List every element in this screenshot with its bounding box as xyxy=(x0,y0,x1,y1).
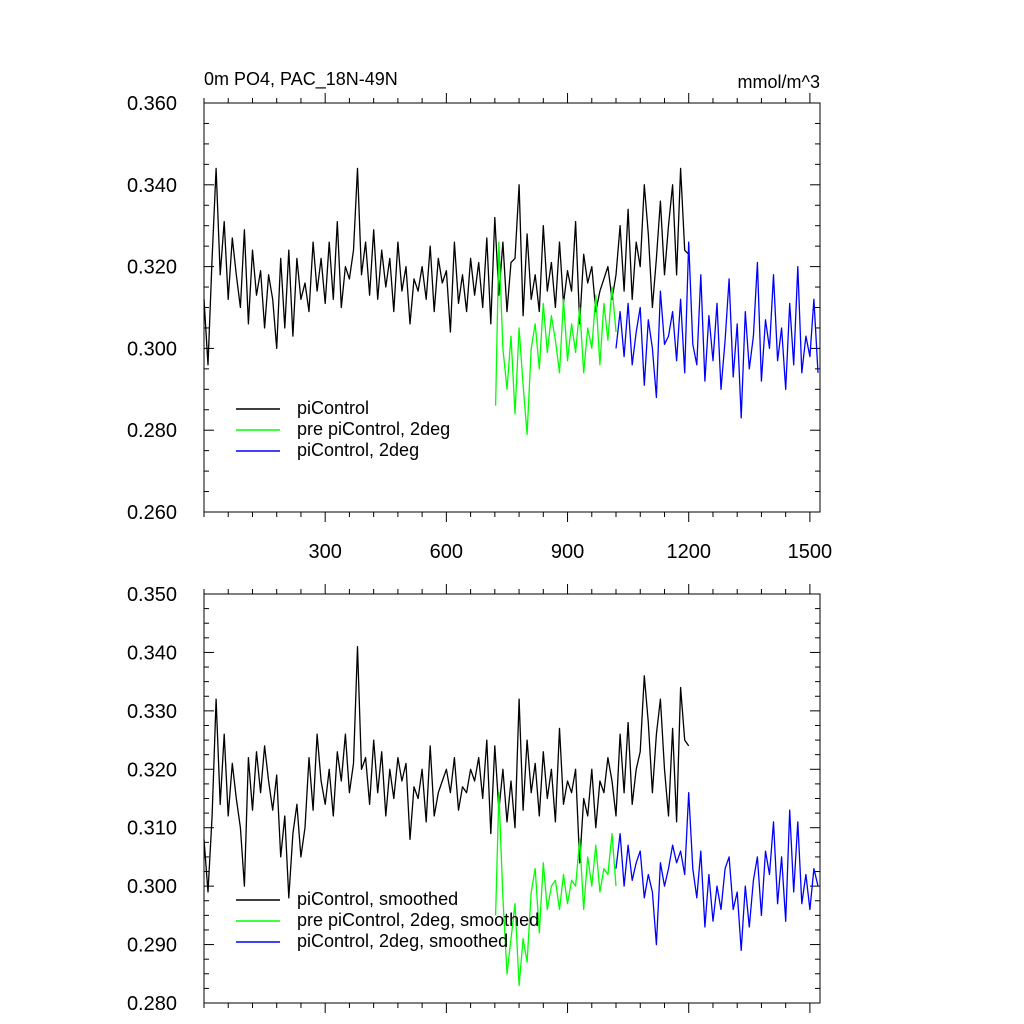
legend-label: piControl xyxy=(297,398,369,418)
units-label: mmol/m^3 xyxy=(738,72,820,92)
y-tick-label: 0.290 xyxy=(127,935,177,957)
x-tick-label: 1500 xyxy=(788,541,833,563)
y-tick-label: 0.280 xyxy=(127,420,177,442)
bottom-panel: 0.280 0.290 0.300 0.310 0.320 0.330 0.340 0.350… xyxy=(127,584,821,1015)
y-tick-label: 0.320 xyxy=(127,759,177,781)
y-tick-label: 0.340 xyxy=(127,175,177,197)
series-line-picontrol xyxy=(203,167,690,366)
top-panel: 0.260 0.280 0.300 0.320 0.340 0.360 300 600 900 1… xyxy=(127,69,832,563)
y-tick-label: 0.300 xyxy=(127,876,177,898)
y-tick-label: 0.310 xyxy=(127,818,177,840)
y-tick-label: 0.280 xyxy=(127,993,177,1015)
x-tick-label: 900 xyxy=(551,541,584,563)
x-tick-label: 600 xyxy=(430,541,463,563)
y-tick-label: 0.320 xyxy=(127,257,177,279)
y-tick-label: 0.300 xyxy=(127,338,177,360)
series-line-picontrol-2deg xyxy=(615,241,819,419)
legend-label: piControl, smoothed xyxy=(297,889,458,909)
x-tick-label: 300 xyxy=(308,541,341,563)
legend-label: pre piControl, 2deg, smoothed xyxy=(297,910,539,930)
y-tick-label: 0.340 xyxy=(127,642,177,664)
y-tick-label: 0.330 xyxy=(127,701,177,723)
y-tick-label: 0.260 xyxy=(127,502,177,524)
legend-label: pre piControl, 2deg xyxy=(297,419,450,439)
series-line-picontrol-2deg-smoothed xyxy=(615,792,819,952)
x-tick-label: 1200 xyxy=(666,541,711,563)
y-tick-label: 0.360 xyxy=(127,93,177,115)
legend-label: piControl, 2deg, smoothed xyxy=(297,931,508,951)
series-line-pre-picontrol-2deg xyxy=(494,241,617,435)
series-line-pre-picontrol-2deg-smoothed xyxy=(494,792,617,987)
legend-label: piControl, 2deg xyxy=(297,440,419,460)
y-tick-label: 0.350 xyxy=(127,584,177,606)
series-line-picontrol-smoothed xyxy=(203,645,690,899)
chart-title: 0m PO4, PAC_18N-49N xyxy=(204,69,398,90)
